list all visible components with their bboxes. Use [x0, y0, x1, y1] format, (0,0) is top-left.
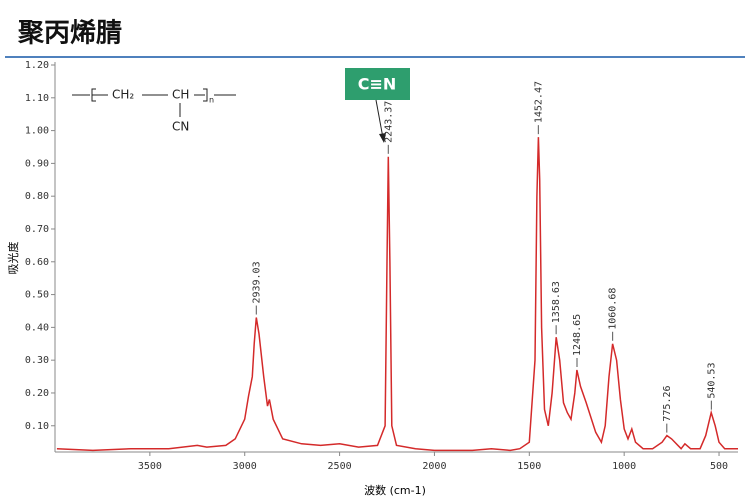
- structure-group: CH: [172, 88, 189, 102]
- callout-arrow: [375, 99, 384, 139]
- x-tick-label: 2500: [328, 461, 352, 472]
- callout-text: C≡N: [358, 75, 397, 94]
- structure-group: CH₂: [112, 88, 134, 102]
- peak-label: 1248.65: [572, 314, 583, 356]
- x-tick-label: 1000: [612, 461, 636, 472]
- bracket: [203, 88, 208, 102]
- peak-label: 1060.68: [608, 288, 619, 330]
- peak-label: 775.26: [662, 385, 673, 421]
- y-tick-label: 0.20: [25, 388, 49, 399]
- y-tick-label: 0.90: [25, 158, 49, 169]
- y-tick-label: 0.70: [25, 224, 49, 235]
- x-tick-label: 1500: [517, 461, 541, 472]
- y-tick-label: 0.50: [25, 290, 49, 301]
- peak-label: 1452.47: [533, 81, 544, 123]
- y-tick-label: 1.10: [25, 93, 49, 104]
- page-title: 聚丙烯腈: [17, 19, 122, 49]
- y-tick-label: 1.20: [25, 60, 49, 71]
- y-tick-label: 0.80: [25, 191, 49, 202]
- structure: CH₂ CH n CN: [72, 88, 236, 134]
- callout-box: [345, 68, 410, 100]
- structure-subscript: n: [209, 96, 214, 105]
- peak-label: 1358.63: [551, 281, 562, 323]
- y-axis-label: 吸光度: [6, 242, 20, 275]
- y-tick-label: 0.30: [25, 355, 49, 366]
- spectrum-line: [56, 137, 738, 452]
- peak-label: 540.53: [706, 363, 717, 399]
- x-tick-label: 2000: [422, 461, 446, 472]
- y-tick-label: 1.00: [25, 126, 49, 137]
- peak-label: 2939.03: [251, 261, 262, 303]
- y-tick-label: 0.10: [25, 421, 49, 432]
- x-tick-label: 3500: [138, 461, 162, 472]
- x-axis-label: 波数 (cm-1): [364, 484, 426, 497]
- x-tick-label: 3000: [233, 461, 257, 472]
- y-tick-label: 0.60: [25, 257, 49, 268]
- x-tick-label: 500: [710, 461, 728, 472]
- peak-label: 2243.37: [383, 101, 394, 143]
- y-tick-label: 0.40: [25, 322, 49, 333]
- structure-group: CN: [172, 120, 189, 134]
- arrow-head: [379, 133, 386, 143]
